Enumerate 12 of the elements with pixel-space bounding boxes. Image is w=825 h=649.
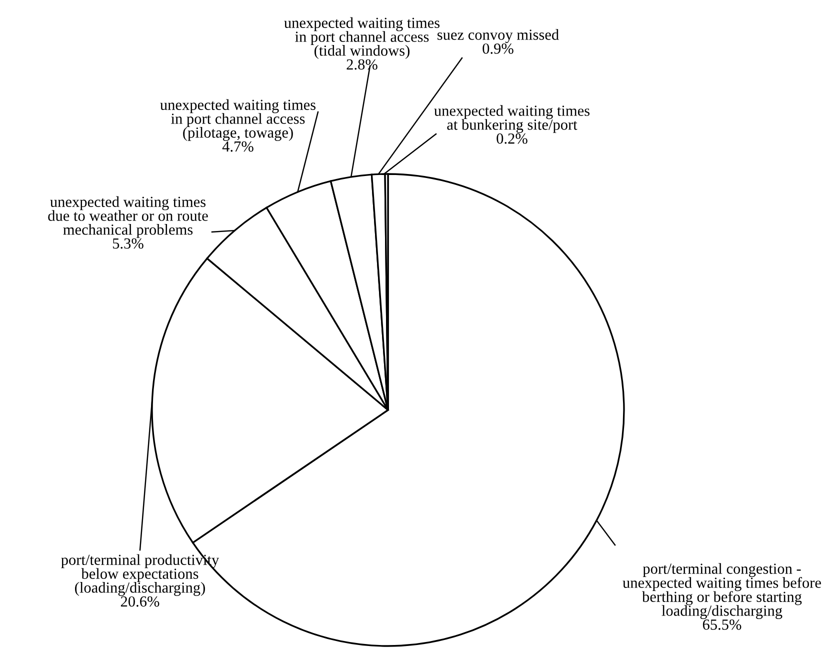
data-label: 20.6% (120, 596, 160, 607)
data-label: 2.8% (346, 59, 378, 70)
slice-label: suez convoy missed (438, 29, 559, 44)
slice-label: unexpected waiting times in port channel access (pilotage, towage) (160, 99, 316, 141)
data-label: 0.2% (496, 133, 528, 144)
slice-label: port/terminal congestion - unexpected waiting times before berthing or before starting loading/discharging (622, 563, 821, 620)
data-label: 0.9% (482, 43, 514, 54)
slice-label: unexpected waiting times at bunkering site/port (434, 105, 590, 133)
slice-label: unexpected waiting times due to weather or on route mechanical problems (48, 196, 208, 238)
data-label: 5.3% (112, 238, 144, 249)
data-label: 4.7% (222, 141, 254, 152)
data-label: 65.5% (702, 619, 742, 630)
